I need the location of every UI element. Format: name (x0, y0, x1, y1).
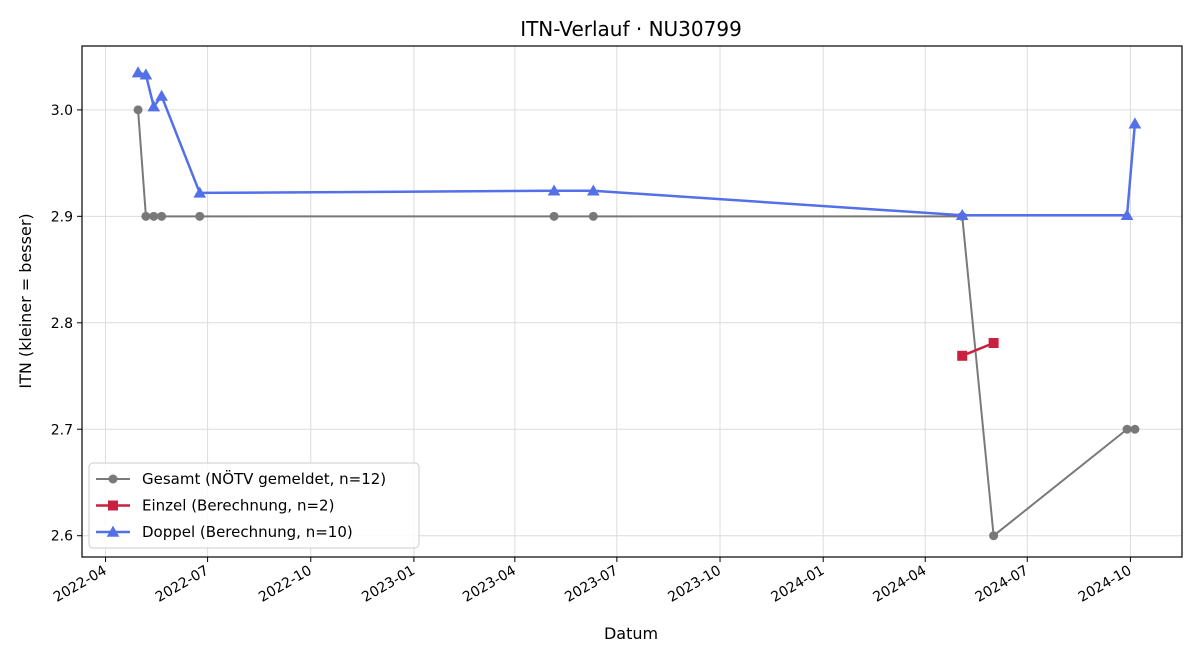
legend-box (88, 462, 420, 549)
y-axis-label: ITN (kleiner = besser) (16, 213, 35, 388)
legend-marker (108, 474, 118, 484)
x-axis-label: Datum (604, 624, 658, 643)
data-point (549, 211, 559, 221)
legend-label: Einzel (Berechnung, n=2) (142, 497, 334, 515)
y-tick-label: 3.0 (51, 103, 73, 119)
legend-marker (108, 500, 118, 511)
legend-entry (96, 525, 130, 537)
data-point (141, 211, 151, 221)
y-tick-label: 2.6 (51, 529, 73, 545)
legend-label: Doppel (Berechnung, n=10) (142, 523, 353, 541)
data-point (155, 89, 168, 101)
data-point (157, 211, 167, 221)
data-point (1120, 208, 1134, 221)
data-point (1128, 117, 1142, 129)
y-tick-label: 2.9 (51, 209, 73, 225)
plot-frame (81, 45, 1183, 558)
series-line (137, 71, 1137, 217)
legend-entry (96, 474, 130, 484)
series-3 (131, 66, 1142, 221)
y-tick-label: 2.7 (51, 422, 73, 438)
series-2 (957, 338, 999, 361)
legend-entry (96, 500, 130, 511)
series-group (131, 66, 1142, 541)
legend-label: Gesamt (NÖTV gemeldet, n=12) (142, 469, 386, 488)
legend: Gesamt (NÖTV gemeldet, n=12) Einzel (Bere… (88, 462, 420, 549)
data-point (586, 184, 600, 196)
data-point (547, 184, 561, 196)
data-point (957, 350, 968, 361)
series-line (961, 341, 995, 357)
y-tick-label: 2.8 (51, 316, 73, 332)
legend-marker (106, 525, 120, 537)
chart-title: ITN-Verlauf · NU30799 (520, 17, 742, 41)
data-point (193, 186, 207, 198)
data-point (988, 338, 999, 349)
data-point (1122, 424, 1132, 434)
data-point (588, 211, 598, 221)
data-point (989, 531, 999, 541)
data-point (955, 208, 969, 221)
data-point (147, 100, 161, 112)
y-axis: 2.6 2.7 2.8 2.9 3.0 (51, 103, 82, 545)
data-point (139, 68, 153, 80)
data-point (133, 105, 143, 115)
data-point (1130, 424, 1140, 434)
data-point (131, 66, 145, 78)
data-point (195, 211, 205, 221)
data-point (149, 211, 159, 221)
